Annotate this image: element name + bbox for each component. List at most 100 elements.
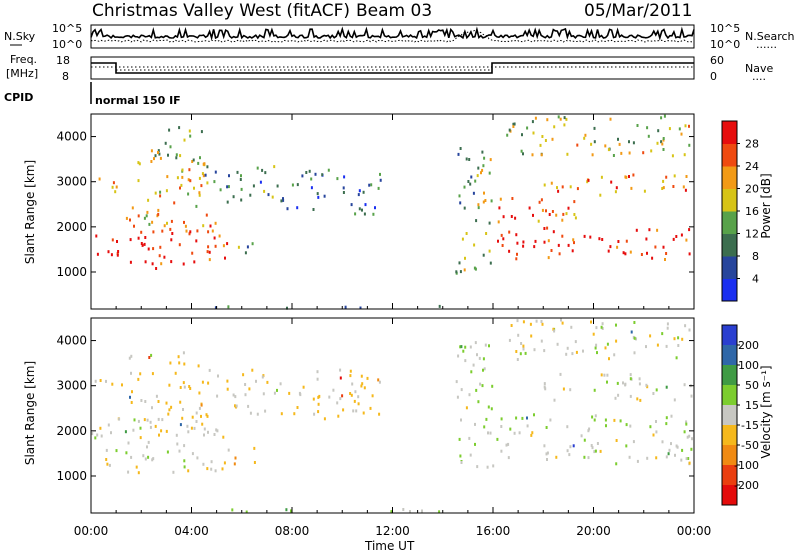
velocity-cell xyxy=(665,422,668,426)
velocity-cell xyxy=(469,453,472,457)
velocity-cell xyxy=(608,357,610,361)
nsearch-tick-top: 10^5 xyxy=(710,22,740,35)
power-cell xyxy=(651,256,654,260)
velocity-cell xyxy=(290,509,292,513)
velocity-colorbar-tick-label: -50 xyxy=(741,439,759,452)
velocity-cell xyxy=(625,444,628,448)
velocity-cell xyxy=(591,415,594,419)
velocity-cell xyxy=(690,394,693,398)
power-cell xyxy=(661,187,664,190)
power-cell xyxy=(168,128,171,132)
power-cell xyxy=(573,241,575,245)
power-cell xyxy=(180,183,183,187)
power-colorbar-tick-label: 12 xyxy=(745,228,759,241)
power-cell xyxy=(157,149,160,153)
velocity-cell xyxy=(244,393,247,397)
velocity-cell xyxy=(596,442,599,445)
power-cell xyxy=(607,249,610,253)
power-cell xyxy=(170,260,173,264)
velocity-cell xyxy=(543,385,546,389)
power-cell xyxy=(584,133,587,137)
velocity-cell xyxy=(336,401,339,405)
velocity-cell xyxy=(487,405,490,409)
velocity-cell xyxy=(244,383,247,386)
velocity-cell xyxy=(655,430,658,434)
velocity-cell xyxy=(515,350,518,353)
power-cell xyxy=(344,305,347,309)
velocity-cell xyxy=(409,510,411,513)
velocity-cell xyxy=(688,434,691,438)
power-cell xyxy=(368,183,371,187)
power-cell xyxy=(665,175,668,179)
power-cell xyxy=(202,162,205,166)
velocity-cell xyxy=(615,439,618,442)
velocity-cell xyxy=(599,449,602,453)
velocity-cell xyxy=(366,376,369,380)
power-cell xyxy=(663,114,666,118)
velocity-cell xyxy=(456,395,459,399)
velocity-cell xyxy=(661,440,664,444)
power-cell xyxy=(129,218,131,222)
power-cell xyxy=(155,267,158,270)
velocity-cell xyxy=(339,368,342,372)
power-cell xyxy=(153,157,155,161)
velocity-cell xyxy=(500,417,503,421)
power-cell xyxy=(647,134,650,138)
velocity-cell xyxy=(231,508,234,512)
velocity-cell xyxy=(674,453,676,457)
velocity-ytick-label: 2000 xyxy=(56,424,87,438)
power-cell xyxy=(185,229,188,233)
velocity-cell xyxy=(555,455,558,459)
velocity-cell xyxy=(649,334,652,338)
power-cell xyxy=(528,206,531,210)
power-cell xyxy=(522,240,525,244)
velocity-cell xyxy=(232,393,235,397)
power-cell xyxy=(183,138,186,142)
velocity-cell xyxy=(280,412,283,416)
power-cell xyxy=(559,117,562,121)
power-cell xyxy=(336,177,339,181)
power-cell xyxy=(477,206,480,210)
power-cell xyxy=(599,193,602,197)
power-cell xyxy=(200,184,203,188)
velocity-cell xyxy=(464,359,467,363)
power-cell xyxy=(140,242,143,245)
power-cell xyxy=(363,212,366,216)
power-cell xyxy=(624,175,627,179)
power-cell xyxy=(662,186,665,190)
power-cell xyxy=(342,186,345,190)
velocity-cell xyxy=(342,408,345,412)
velocity-cell xyxy=(583,438,586,442)
power-cell xyxy=(573,200,576,204)
power-cell xyxy=(576,143,579,147)
time-tick-label: 00:00 xyxy=(74,524,109,538)
power-cell xyxy=(459,147,462,150)
velocity-colorbar-tick-label: 100 xyxy=(738,359,759,372)
power-cell xyxy=(685,175,688,178)
velocity-cell xyxy=(390,510,393,514)
velocity-cell xyxy=(174,371,177,375)
velocity-cell xyxy=(613,418,616,422)
power-cell xyxy=(240,187,243,191)
velocity-cell xyxy=(438,510,441,514)
velocity-ytick-label: 4000 xyxy=(56,334,87,348)
power-cell xyxy=(620,151,623,155)
velocity-cell xyxy=(223,461,226,465)
power-cell xyxy=(483,191,485,195)
power-cell xyxy=(167,153,169,157)
power-cell xyxy=(534,239,537,243)
power-cell xyxy=(489,261,492,265)
velocity-cell xyxy=(363,386,366,390)
velocity-cell xyxy=(629,424,632,428)
velocity-cell xyxy=(137,377,140,381)
power-cell xyxy=(470,175,473,179)
velocity-cell xyxy=(545,452,548,456)
power-cell xyxy=(264,171,267,175)
power-cell xyxy=(317,195,320,199)
power-cell xyxy=(489,158,492,162)
velocity-cell xyxy=(529,322,532,326)
power-cell xyxy=(632,173,635,177)
velocity-cell xyxy=(248,387,251,391)
velocity-colorbar-swatch xyxy=(722,325,737,346)
velocity-cell xyxy=(191,415,194,419)
